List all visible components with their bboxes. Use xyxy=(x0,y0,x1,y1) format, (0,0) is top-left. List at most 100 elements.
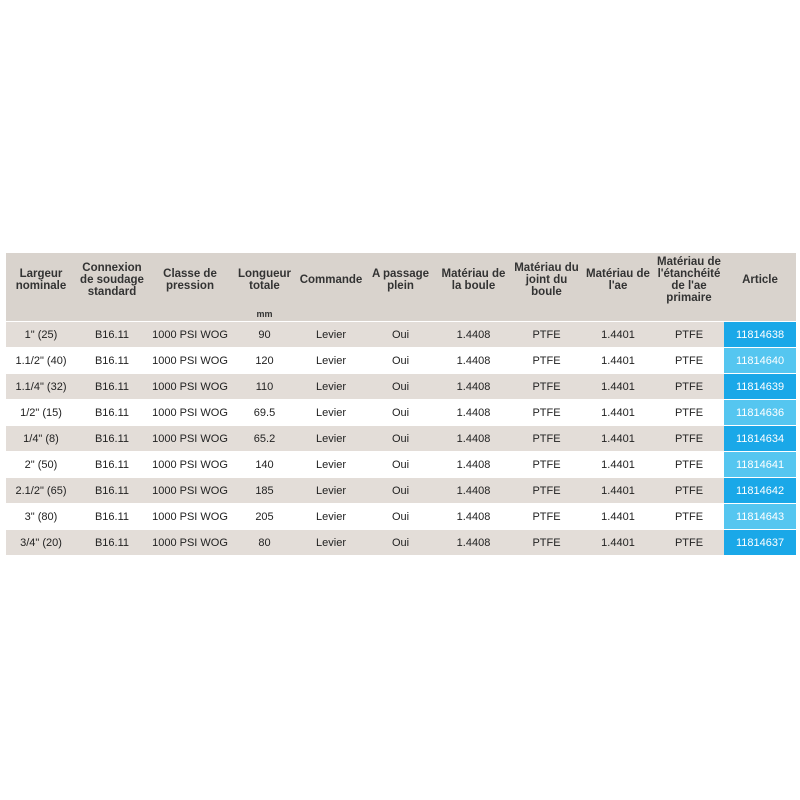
table-row: 3" (80) B16.11 1000 PSI WOG 205 Levier Oui 1.4… xyxy=(6,503,796,530)
header-largeur: Largeur nominale xyxy=(6,253,76,307)
cell-passage: Oui xyxy=(365,425,436,452)
cell-passage: Oui xyxy=(365,321,436,348)
product-table-container: Largeur nominale Connexion de soudage sta… xyxy=(6,253,796,555)
header-etancheite: Matériau de l'étanchéité de l'ae primair… xyxy=(654,253,724,307)
cell-passage: Oui xyxy=(365,477,436,504)
cell-ae: 1.4401 xyxy=(582,529,654,555)
cell-largeur: 1" (25) xyxy=(6,321,76,348)
cell-joint: PTFE xyxy=(511,529,582,555)
cell-ae: 1.4401 xyxy=(582,425,654,452)
cell-passage: Oui xyxy=(365,529,436,555)
cell-article[interactable]: 11814639 xyxy=(724,373,796,400)
cell-largeur: 1/2" (15) xyxy=(6,399,76,426)
cell-connexion: B16.11 xyxy=(76,399,148,426)
cell-commande: Levier xyxy=(297,529,365,555)
cell-boule: 1.4408 xyxy=(436,451,511,478)
cell-commande: Levier xyxy=(297,321,365,348)
table-row: 2.1/2" (65) B16.11 1000 PSI WOG 185 Levier Ou… xyxy=(6,477,796,504)
longueur-unit: mm xyxy=(232,307,297,322)
cell-connexion: B16.11 xyxy=(76,451,148,478)
cell-passage: Oui xyxy=(365,399,436,426)
cell-connexion: B16.11 xyxy=(76,477,148,504)
cell-ae: 1.4401 xyxy=(582,373,654,400)
cell-commande: Levier xyxy=(297,451,365,478)
cell-article[interactable]: 11814641 xyxy=(724,451,796,478)
table-body: 1" (25) B16.11 1000 PSI WOG 90 Levier Oui 1.44… xyxy=(6,321,796,555)
cell-boule: 1.4408 xyxy=(436,425,511,452)
cell-etancheite: PTFE xyxy=(654,451,724,478)
cell-connexion: B16.11 xyxy=(76,529,148,555)
table-row: 1.1/2" (40) B16.11 1000 PSI WOG 120 Levier Ou… xyxy=(6,347,796,374)
cell-etancheite: PTFE xyxy=(654,425,724,452)
cell-article[interactable]: 11814634 xyxy=(724,425,796,452)
table-row: 1/4" (8) B16.11 1000 PSI WOG 65.2 Levier Oui 1… xyxy=(6,425,796,452)
cell-boule: 1.4408 xyxy=(436,477,511,504)
cell-pression: 1000 PSI WOG xyxy=(148,477,232,504)
cell-passage: Oui xyxy=(365,451,436,478)
cell-connexion: B16.11 xyxy=(76,373,148,400)
cell-boule: 1.4408 xyxy=(436,503,511,530)
table-row: 1" (25) B16.11 1000 PSI WOG 90 Levier Oui 1.44… xyxy=(6,321,796,348)
table-row: 1.1/4" (32) B16.11 1000 PSI WOG 110 Levier Ou… xyxy=(6,373,796,400)
table-row: 1/2" (15) B16.11 1000 PSI WOG 69.5 Levier Oui… xyxy=(6,399,796,426)
cell-commande: Levier xyxy=(297,425,365,452)
cell-connexion: B16.11 xyxy=(76,503,148,530)
cell-commande: Levier xyxy=(297,347,365,374)
cell-connexion: B16.11 xyxy=(76,321,148,348)
cell-joint: PTFE xyxy=(511,477,582,504)
cell-etancheite: PTFE xyxy=(654,529,724,555)
cell-connexion: B16.11 xyxy=(76,425,148,452)
cell-longueur: 205 xyxy=(232,503,297,530)
header-commande: Commande xyxy=(297,253,365,307)
cell-etancheite: PTFE xyxy=(654,373,724,400)
cell-article[interactable]: 11814640 xyxy=(724,347,796,374)
table-row: 3/4" (20) B16.11 1000 PSI WOG 80 Levier Oui 1.… xyxy=(6,529,796,555)
cell-longueur: 80 xyxy=(232,529,297,555)
header-boule: Matériau de la boule xyxy=(436,253,511,307)
cell-pression: 1000 PSI WOG xyxy=(148,425,232,452)
header-longueur: Longueur totale xyxy=(232,253,297,307)
cell-pression: 1000 PSI WOG xyxy=(148,321,232,348)
cell-joint: PTFE xyxy=(511,503,582,530)
header-connexion: Connexion de soudage standard xyxy=(76,253,148,307)
cell-largeur: 3/4" (20) xyxy=(6,529,76,555)
cell-passage: Oui xyxy=(365,503,436,530)
table-row: 2" (50) B16.11 1000 PSI WOG 140 Levier Oui 1.4… xyxy=(6,451,796,478)
cell-joint: PTFE xyxy=(511,425,582,452)
cell-commande: Levier xyxy=(297,503,365,530)
cell-longueur: 110 xyxy=(232,373,297,400)
cell-pression: 1000 PSI WOG xyxy=(148,451,232,478)
header-joint: Matériau du joint du boule xyxy=(511,253,582,307)
cell-article[interactable]: 11814636 xyxy=(724,399,796,426)
cell-passage: Oui xyxy=(365,347,436,374)
cell-etancheite: PTFE xyxy=(654,477,724,504)
cell-boule: 1.4408 xyxy=(436,373,511,400)
cell-joint: PTFE xyxy=(511,399,582,426)
cell-commande: Levier xyxy=(297,477,365,504)
cell-longueur: 90 xyxy=(232,321,297,348)
cell-etancheite: PTFE xyxy=(654,399,724,426)
cell-etancheite: PTFE xyxy=(654,321,724,348)
cell-joint: PTFE xyxy=(511,347,582,374)
cell-connexion: B16.11 xyxy=(76,347,148,374)
cell-article[interactable]: 11814642 xyxy=(724,477,796,504)
cell-longueur: 69.5 xyxy=(232,399,297,426)
cell-joint: PTFE xyxy=(511,321,582,348)
cell-pression: 1000 PSI WOG xyxy=(148,529,232,555)
cell-largeur: 1/4" (8) xyxy=(6,425,76,452)
cell-longueur: 120 xyxy=(232,347,297,374)
cell-ae: 1.4401 xyxy=(582,477,654,504)
cell-article[interactable]: 11814637 xyxy=(724,529,796,555)
cell-longueur: 185 xyxy=(232,477,297,504)
cell-boule: 1.4408 xyxy=(436,399,511,426)
cell-largeur: 1.1/4" (32) xyxy=(6,373,76,400)
cell-passage: Oui xyxy=(365,373,436,400)
cell-article[interactable]: 11814638 xyxy=(724,321,796,348)
cell-ae: 1.4401 xyxy=(582,399,654,426)
cell-ae: 1.4401 xyxy=(582,347,654,374)
cell-pression: 1000 PSI WOG xyxy=(148,373,232,400)
cell-largeur: 2" (50) xyxy=(6,451,76,478)
cell-etancheite: PTFE xyxy=(654,347,724,374)
cell-joint: PTFE xyxy=(511,373,582,400)
cell-article[interactable]: 11814643 xyxy=(724,503,796,530)
